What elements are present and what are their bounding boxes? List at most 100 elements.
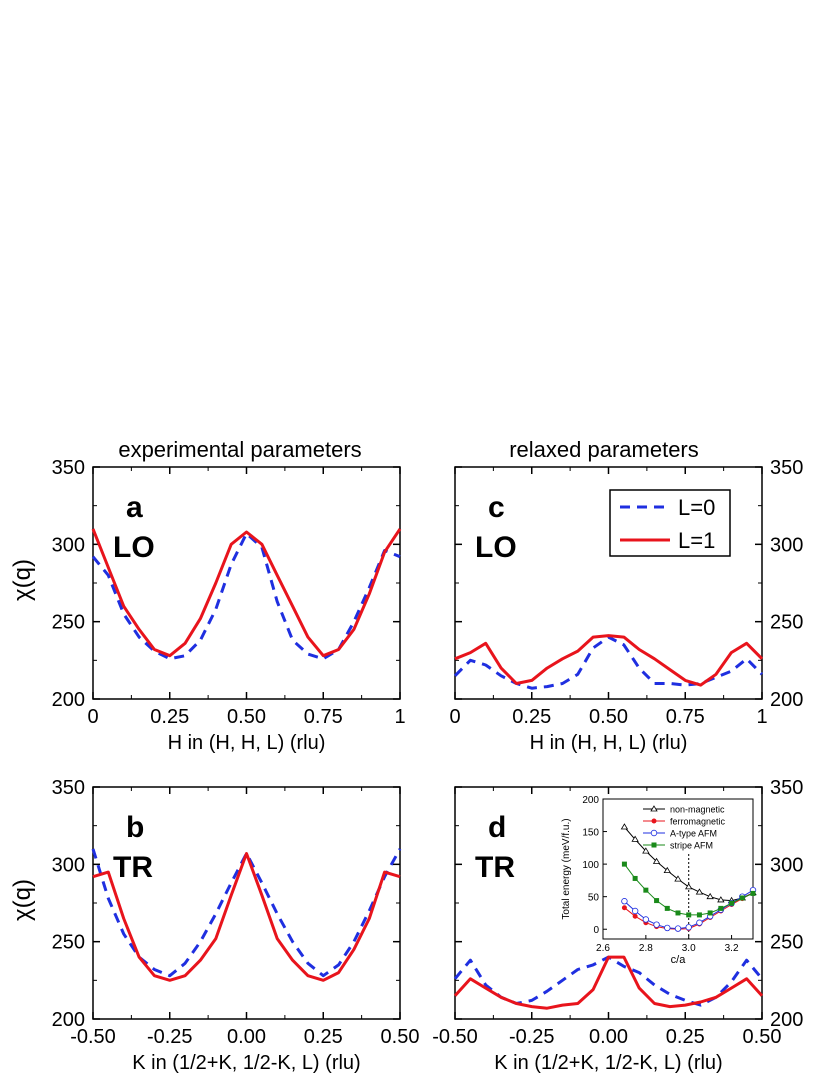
series-line-l0: [453, 635, 764, 690]
inset-marker: [695, 888, 704, 895]
inset-y-tick-label: 0: [593, 925, 599, 936]
panel-letter: d: [488, 811, 506, 844]
inset-marker: [642, 847, 650, 854]
panel-letter: c: [488, 491, 505, 524]
panel-mode-label: TR: [113, 851, 153, 884]
inset-marker: [707, 910, 713, 916]
inset-marker: [652, 857, 661, 864]
x-tick-label: 1: [756, 706, 767, 728]
column-title-experimental: experimental parameters: [118, 437, 361, 462]
series-line-l1: [91, 528, 402, 658]
y-tick-label: 350: [770, 777, 803, 799]
inset-legend-label: non-magnetic: [670, 805, 725, 815]
y-tick-label: 200: [770, 689, 803, 711]
inset-marker: [643, 887, 649, 893]
inset-marker: [632, 875, 638, 881]
x-tick-label: 0.25: [304, 1026, 343, 1048]
x-tick-label: 0.50: [743, 1026, 782, 1048]
inset-marker: [654, 898, 660, 904]
panel-letter: b: [126, 811, 144, 844]
inset-legend-marker: [650, 805, 658, 812]
y-tick-label: 250: [770, 612, 803, 634]
y-axis-label-top: χ(q): [9, 559, 36, 601]
inset-x-tick-label: 3.2: [725, 943, 739, 954]
x-axis-label: K in (1/2+K, 1/2-K, L) (rlu): [132, 1052, 360, 1074]
inset-marker: [718, 905, 724, 911]
column-title-relaxed: relaxed parameters: [509, 437, 699, 462]
inset-marker: [674, 875, 682, 882]
x-axis-label: H in (H, H, L) (rlu): [168, 732, 326, 754]
y-tick-label: 250: [52, 932, 85, 954]
x-tick-label: 0.25: [512, 706, 551, 728]
inset-legend-marker: [651, 842, 657, 848]
y-tick-label: 350: [52, 457, 85, 479]
y-tick-label: 200: [52, 1009, 85, 1031]
y-tick-label: 200: [770, 1009, 803, 1031]
inset-y-tick-label: 50: [588, 893, 600, 904]
y-tick-label: 350: [52, 777, 85, 799]
x-tick-label: 0.50: [227, 706, 266, 728]
y-axis-label-bottom: χ(q): [9, 879, 36, 921]
inset-y-tick-label: 100: [582, 860, 599, 871]
x-tick-label: 0.00: [589, 1026, 628, 1048]
inset-y-tick-label: 150: [582, 828, 599, 839]
inset-marker: [664, 905, 670, 911]
inset-marker: [621, 861, 627, 867]
inset-marker: [729, 900, 735, 906]
inset-marker: [653, 921, 660, 928]
inset-x-axis-label: c/a: [671, 954, 687, 966]
inset-marker: [685, 924, 692, 931]
inset-chart: 2.6 2.8 3.0 3.2 0 50 100 150 200 c/a Total energy …: [561, 795, 757, 966]
y-tick-label: 300: [770, 854, 803, 876]
inset-marker: [739, 895, 745, 901]
inset-legend-label: A-type AFM: [670, 829, 717, 839]
x-tick-label: 0.75: [304, 706, 343, 728]
x-tick-label: 0.50: [381, 1026, 420, 1048]
y-tick-label: 200: [52, 689, 85, 711]
x-tick-label: 0.50: [589, 706, 628, 728]
x-tick-label: 1: [394, 706, 405, 728]
inset-legend-marker: [651, 818, 657, 824]
panel-a: 0 0.25 0.50 0.75 1 200 250 300 350 H in (H, H, L)…: [52, 457, 406, 754]
x-tick-label: -0.25: [509, 1026, 555, 1048]
legend-label-l0: L=0: [678, 495, 715, 520]
panel-letter: a: [126, 491, 143, 524]
panel-b: -0.50 -0.25 0.00 0.25 0.50 200 250 300 350 K in (…: [52, 777, 420, 1074]
inset-x-tick-label: 2.8: [639, 943, 653, 954]
panel-mode-label: LO: [475, 531, 517, 564]
y-tick-label: 250: [770, 932, 803, 954]
legend: L=0 L=1: [609, 489, 731, 557]
inset-marker: [620, 823, 629, 830]
x-tick-label: -0.25: [147, 1026, 193, 1048]
legend-box: [609, 489, 731, 557]
inset-marker: [696, 912, 702, 918]
inset-legend-label: ferromagnetic: [670, 817, 726, 827]
inset-marker: [696, 919, 703, 926]
inset-marker: [675, 910, 681, 916]
inset-marker: [664, 924, 671, 932]
x-tick-label: -0.50: [70, 1026, 116, 1048]
x-axis-label: H in (H, H, L) (rlu): [530, 732, 688, 754]
y-tick-label: 300: [770, 534, 803, 556]
series-line-l1: [454, 634, 764, 687]
inset-marker: [621, 898, 628, 905]
x-axis-label: K in (1/2+K, 1/2-K, L) (rlu): [494, 1052, 722, 1074]
y-tick-label: 300: [52, 534, 85, 556]
series-line-l1: [92, 852, 401, 982]
inset-marker: [632, 913, 638, 919]
series-line-l1: [453, 955, 764, 1010]
panel-mode-label: LO: [113, 531, 155, 564]
x-tick-label: 0.75: [666, 706, 705, 728]
x-tick-label: -0.50: [432, 1026, 478, 1048]
series-line-l0: [91, 532, 401, 661]
inset-marker: [642, 916, 650, 923]
inset-x-tick-label: 2.6: [596, 943, 610, 954]
inset-marker: [631, 835, 639, 842]
x-tick-label: 0: [449, 706, 460, 728]
inset-y-tick-label: 200: [582, 795, 599, 806]
inset-x-tick-label: 3.0: [682, 943, 696, 954]
x-tick-label: 0.25: [150, 706, 189, 728]
inset-marker: [717, 896, 725, 903]
